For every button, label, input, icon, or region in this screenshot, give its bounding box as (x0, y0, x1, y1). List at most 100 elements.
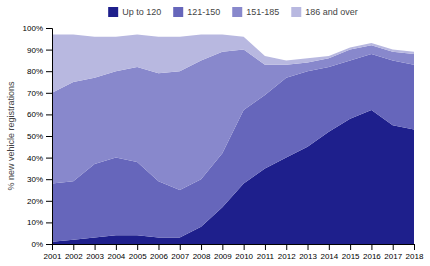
x-tick: 2008 (193, 244, 211, 261)
legend-label: 121-150 (187, 7, 220, 17)
tick-mark (414, 244, 415, 250)
tick-label: 2013 (299, 252, 317, 261)
legend-swatch (232, 7, 242, 17)
tick-mark (46, 179, 52, 180)
legend-label: Up to 120 (122, 7, 161, 17)
tick-label: 90% (27, 46, 43, 55)
tick-label: 2002 (65, 252, 83, 261)
tick-label: 2005 (129, 252, 147, 261)
tick-label: 30% (27, 175, 43, 184)
tick-label: 10% (27, 218, 43, 227)
tick-label: 2014 (320, 252, 338, 261)
area (52, 34, 414, 92)
x-tick: 2016 (363, 244, 381, 261)
tick-mark (137, 244, 138, 250)
tick-label: 2017 (384, 252, 402, 261)
tick-mark (158, 244, 159, 250)
tick-label: 2006 (150, 252, 168, 261)
legend-swatch (173, 7, 183, 17)
x-tick: 2005 (129, 244, 147, 261)
tick-mark (350, 244, 351, 250)
tick-mark (116, 244, 117, 250)
tick-mark (46, 222, 52, 223)
y-tick: 10% (27, 218, 52, 227)
x-tick: 2017 (384, 244, 402, 261)
tick-mark (46, 71, 52, 72)
tick-mark (46, 28, 52, 29)
tick-mark (46, 136, 52, 137)
x-axis: 2001200220032004 200520062007 200820092010… (44, 244, 424, 261)
tick-mark (265, 244, 266, 250)
tick-label: 2018 (406, 252, 424, 261)
y-tick: 30% (27, 175, 52, 184)
x-tick: 2004 (107, 244, 125, 261)
tick-mark (46, 93, 52, 94)
x-tick: 2015 (342, 244, 360, 261)
chart: 2001200220032004 200520062007 200820092010… (0, 0, 430, 266)
tick-label: 80% (27, 67, 43, 76)
tick-label: 2010 (235, 252, 253, 261)
tick-label: 40% (27, 154, 43, 163)
x-tick: 2007 (171, 244, 189, 261)
tick-mark (95, 244, 96, 250)
tick-mark (73, 244, 74, 250)
tick-mark (46, 114, 52, 115)
tick-label: 2016 (363, 252, 381, 261)
tick-label: 2008 (193, 252, 211, 261)
tick-label: 50% (27, 132, 43, 141)
tick-mark (308, 244, 309, 250)
legend-swatch (108, 7, 118, 17)
x-tick: 2012 (278, 244, 296, 261)
tick-label: 0% (31, 240, 43, 249)
legend-item: 186 and over (291, 7, 358, 17)
x-tick: 2001 (44, 244, 62, 261)
tick-label: 2011 (257, 252, 275, 261)
x-tick: 2014 (320, 244, 338, 261)
legend-label: 151-185 (246, 7, 279, 17)
tick-mark (46, 201, 52, 202)
x-tick: 2010 (235, 244, 253, 261)
y-tick: 80% (27, 67, 52, 76)
tick-label: 2003 (86, 252, 104, 261)
y-tick: 20% (27, 197, 52, 206)
y-tick: 50% (27, 132, 52, 141)
legend-item: 121-150 (173, 7, 220, 17)
y-tick: 90% (27, 46, 52, 55)
tick-label: 2001 (44, 252, 62, 261)
plot: 2001200220032004 200520062007 200820092010… (23, 24, 424, 261)
y-tick: 60% (27, 110, 52, 119)
tick-mark (286, 244, 287, 250)
x-tick: 2006 (150, 244, 168, 261)
x-tick: 2018 (406, 244, 424, 261)
tick-mark (222, 244, 223, 250)
y-tick: 70% (27, 89, 52, 98)
x-tick: 2013 (299, 244, 317, 261)
tick-label: 20% (27, 197, 43, 206)
tick-mark (244, 244, 245, 250)
legend: Up to 120 121-150 151-185 186 and over (108, 7, 358, 17)
tick-label: 70% (27, 89, 43, 98)
tick-label: 60% (27, 110, 43, 119)
y-tick: 40% (27, 154, 52, 163)
x-tick: 2002 (65, 244, 83, 261)
x-tick: 2009 (214, 244, 232, 261)
tick-mark (371, 244, 372, 250)
tick-label: 100% (23, 24, 43, 33)
tick-mark (180, 244, 181, 250)
tick-label: 2015 (342, 252, 360, 261)
tick-mark (393, 244, 394, 250)
tick-mark (201, 244, 202, 250)
y-axis: 0% 10% 20% 30% 40% 50% 60% 70% 80% 90% 100% (23, 24, 53, 249)
tick-label: 2007 (171, 252, 189, 261)
axis-line (46, 29, 53, 245)
tick-label: 2004 (107, 252, 125, 261)
x-tick: 2003 (86, 244, 104, 261)
axis-line (53, 245, 415, 251)
legend-item: Up to 120 (108, 7, 161, 17)
legend-item: 151-185 (232, 7, 279, 17)
tick-mark (46, 158, 52, 159)
legend-label: 186 and over (305, 7, 358, 17)
tick-mark (46, 50, 52, 51)
marks (52, 34, 414, 244)
tick-label: 2012 (278, 252, 296, 261)
